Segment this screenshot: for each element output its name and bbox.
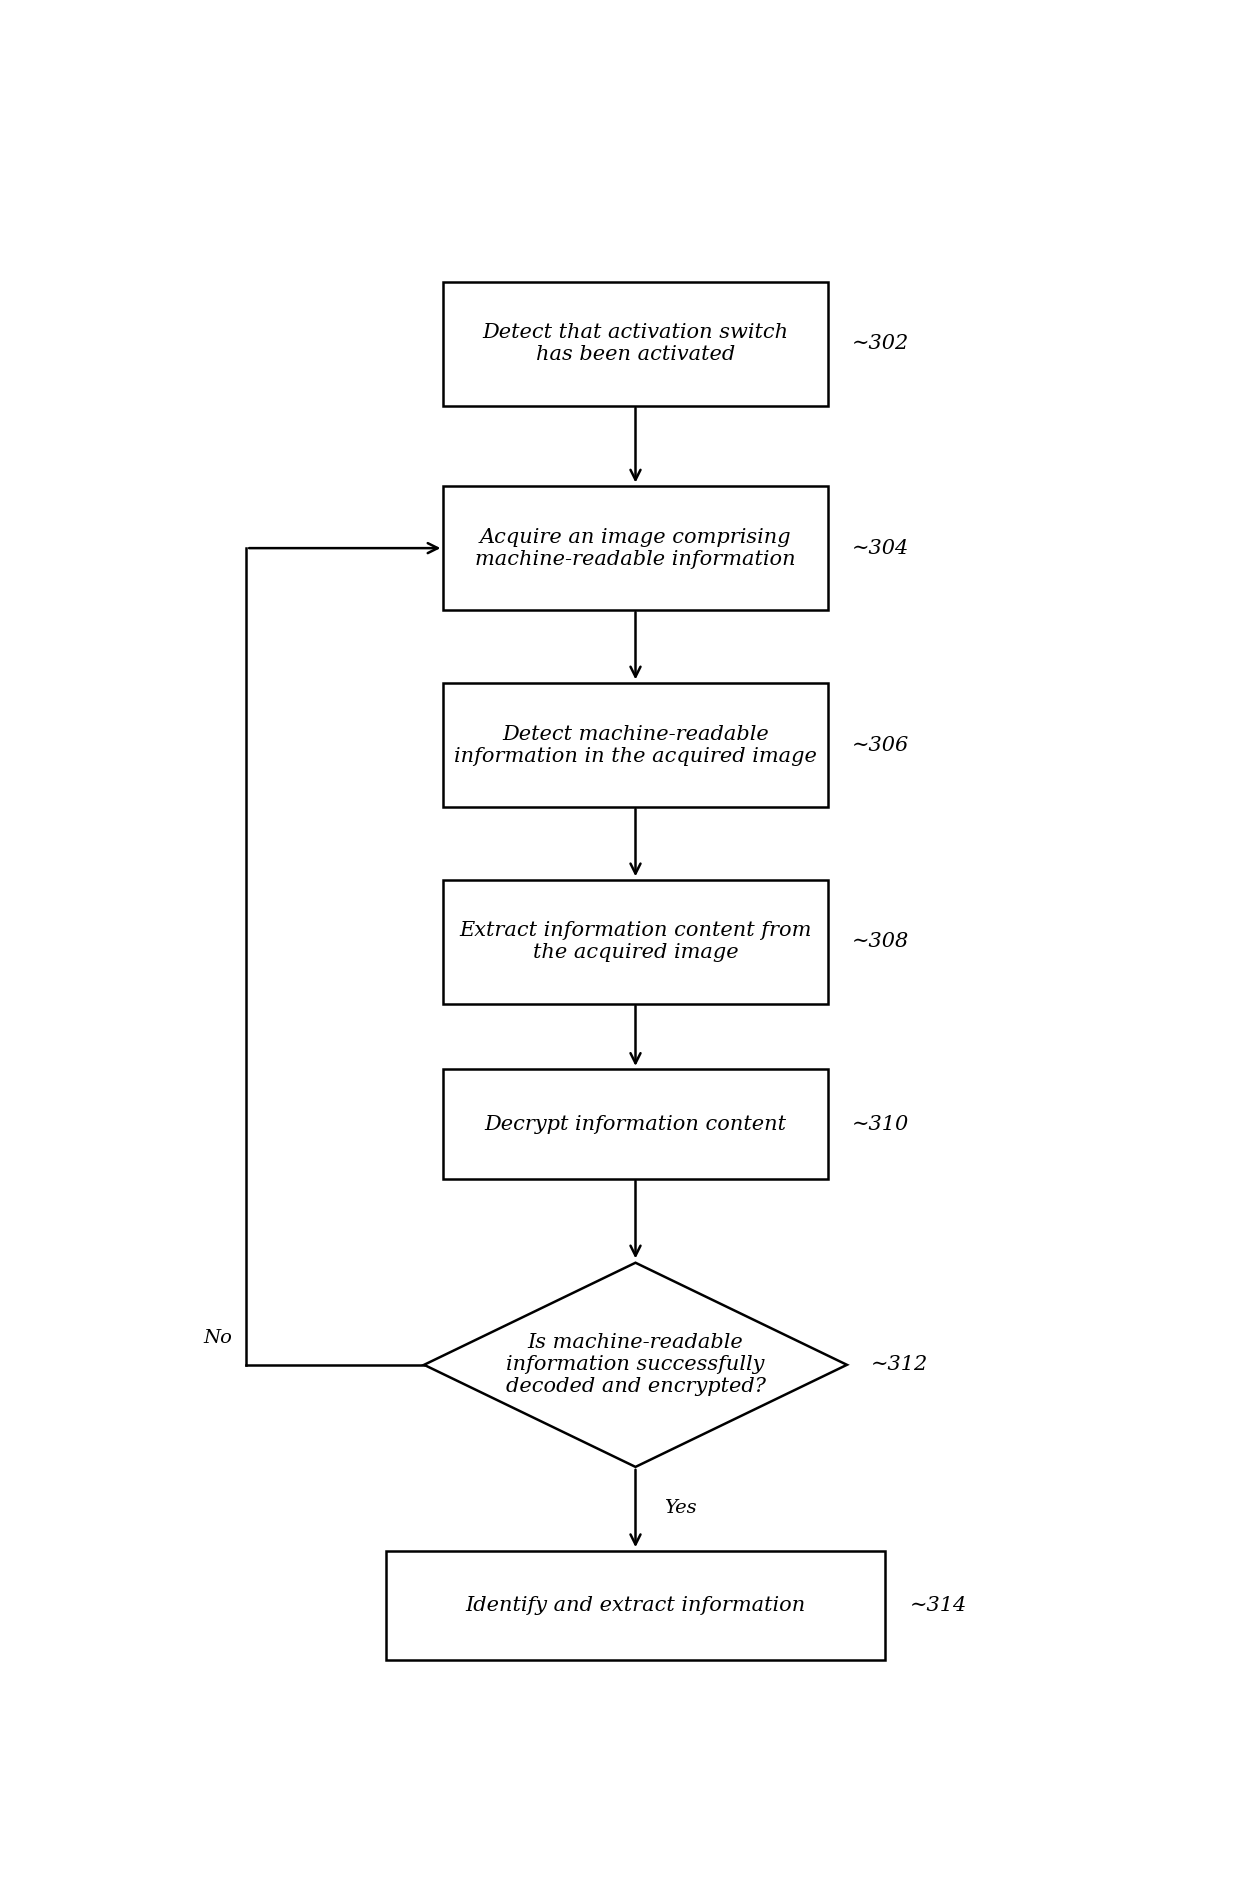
Text: ∼302: ∼302 xyxy=(852,335,909,354)
Bar xyxy=(444,487,828,610)
Text: Extract information content from
the acquired image: Extract information content from the acq… xyxy=(459,920,812,962)
Text: Identify and extract information: Identify and extract information xyxy=(465,1597,806,1616)
Text: ∼314: ∼314 xyxy=(909,1597,967,1616)
Text: Yes: Yes xyxy=(665,1500,697,1517)
Text: ∼304: ∼304 xyxy=(852,538,909,557)
Text: ∼308: ∼308 xyxy=(852,932,909,951)
Text: ∼312: ∼312 xyxy=(870,1356,929,1375)
Text: Detect machine-readable
information in the acquired image: Detect machine-readable information in t… xyxy=(454,725,817,765)
Bar xyxy=(444,684,828,807)
Bar xyxy=(444,881,828,1004)
Text: No: No xyxy=(203,1330,232,1347)
Text: ∼310: ∼310 xyxy=(852,1116,909,1135)
Bar xyxy=(386,1551,885,1661)
Text: Is machine-readable
information successfully
decoded and encrypted?: Is machine-readable information successf… xyxy=(506,1333,765,1396)
Text: Detect that activation switch
has been activated: Detect that activation switch has been a… xyxy=(482,324,789,364)
Text: Acquire an image comprising
machine-readable information: Acquire an image comprising machine-read… xyxy=(475,528,796,568)
Text: Decrypt information content: Decrypt information content xyxy=(485,1116,786,1135)
Polygon shape xyxy=(424,1263,847,1466)
Bar xyxy=(444,1070,828,1178)
Text: ∼306: ∼306 xyxy=(852,735,909,754)
Bar xyxy=(444,282,828,405)
